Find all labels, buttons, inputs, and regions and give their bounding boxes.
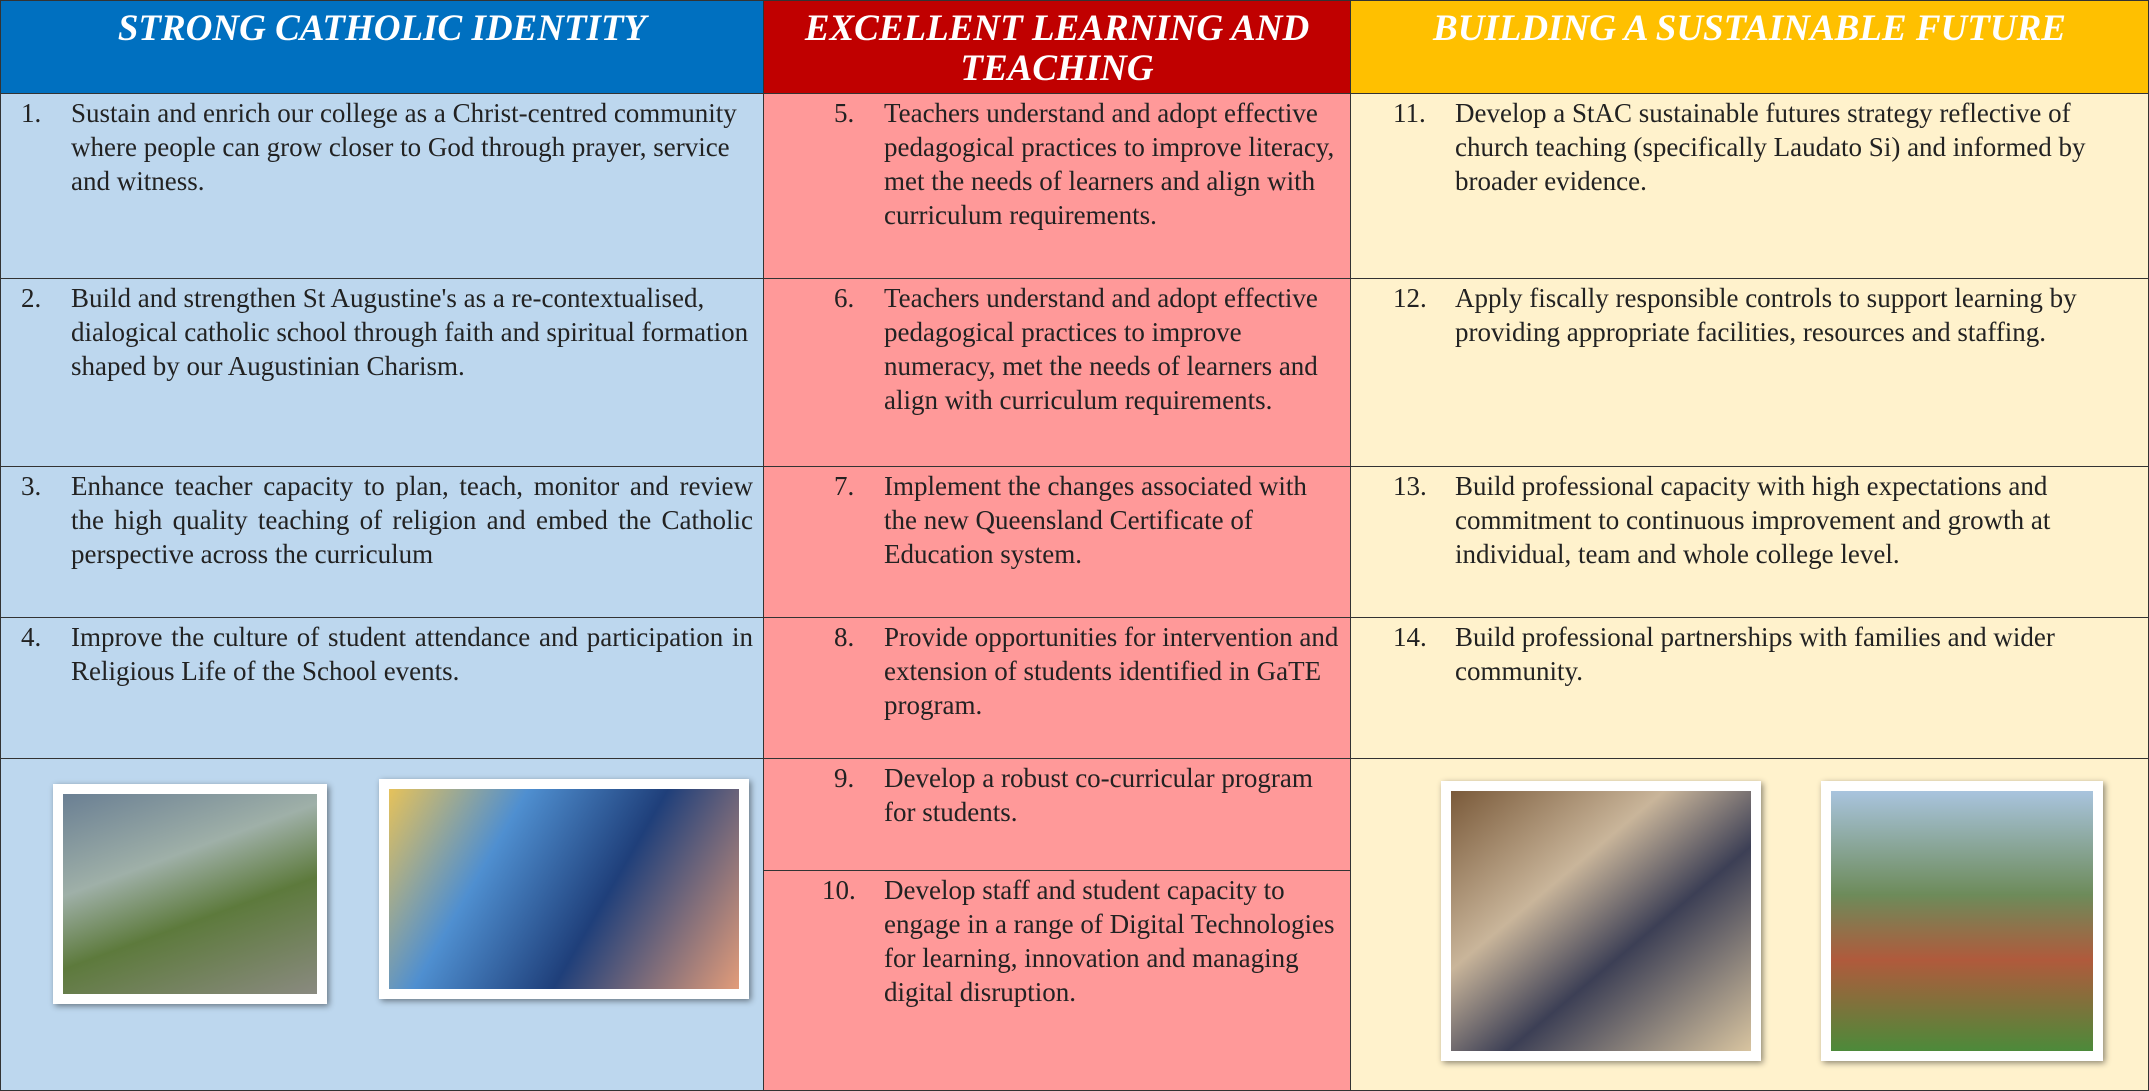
item-number: 11. <box>1393 98 1426 128</box>
item-text: Develop a StAC sustainable futures strat… <box>1455 98 2086 196</box>
cell: 7. Implement the changes associated with … <box>763 466 1351 618</box>
item-number: 12. <box>1393 283 1427 313</box>
cell: 1. Sustain and enrich our college as a Ch… <box>0 93 764 279</box>
item-text: Apply fiscally responsible controls to s… <box>1455 283 2077 347</box>
item-number: 1. <box>21 98 42 128</box>
cell: 13. Build professional capacity with high… <box>1350 466 2149 618</box>
item-number: 13. <box>1393 471 1427 501</box>
item-text: Teachers understand and adopt effective … <box>884 98 1335 230</box>
item-number: 2. <box>21 283 42 313</box>
photo-cell <box>1350 758 2149 1091</box>
header-text: EXCELLENT LEARNING AND TEACHING <box>804 8 1310 89</box>
photo-cell <box>0 758 764 1091</box>
column-header: EXCELLENT LEARNING AND TEACHING <box>763 0 1351 94</box>
cell: 5. Teachers understand and adopt effectiv… <box>763 93 1351 279</box>
item-number: 7. <box>834 471 855 501</box>
cell: 3. Enhance teacher capacity to plan, teac… <box>0 466 764 618</box>
item-text: Develop staff and student capacity to en… <box>884 875 1335 1007</box>
cell: 9. Develop a robust co-curricular program… <box>763 758 1351 871</box>
item-text: Provide opportunities for intervention a… <box>884 622 1339 720</box>
item-number: 10. <box>822 875 856 905</box>
item-text: Build professional partnerships with fam… <box>1455 622 2055 686</box>
header-text: BUILDING A SUSTAINABLE FUTURE <box>1433 8 2066 49</box>
item-text: Build professional capacity with high ex… <box>1455 471 2051 569</box>
item-text: Teachers understand and adopt effective … <box>884 283 1318 415</box>
cell: 6. Teachers understand and adopt effectiv… <box>763 278 1351 467</box>
cell: 8. Provide opportunities for intervention… <box>763 617 1351 759</box>
cell: 11. Develop a StAC sustainable futures st… <box>1350 93 2149 279</box>
item-text: Improve the culture of student attendanc… <box>71 622 753 686</box>
column-header: STRONG CATHOLIC IDENTITY <box>0 0 764 94</box>
cell: 10. Develop staff and student capacity to… <box>763 870 1351 1091</box>
item-text: Enhance teacher capacity to plan, teach,… <box>71 471 753 569</box>
cell: 2. Build and strengthen St Augustine's as… <box>0 278 764 467</box>
item-text: Implement the changes associated with th… <box>884 471 1307 569</box>
photo <box>379 779 749 999</box>
photo <box>1441 781 1761 1061</box>
column-header: BUILDING A SUSTAINABLE FUTURE <box>1350 0 2149 94</box>
cell: 14. Build professional partnerships with … <box>1350 617 2149 759</box>
item-number: 3. <box>21 471 42 501</box>
item-text: Develop a robust co-curricular program f… <box>884 763 1313 827</box>
item-number: 9. <box>834 763 855 793</box>
item-text: Build and strengthen St Augustine's as a… <box>71 283 749 381</box>
photo <box>1821 781 2103 1061</box>
item-number: 6. <box>834 283 855 313</box>
item-number: 14. <box>1393 622 1427 652</box>
photo <box>53 784 327 1004</box>
item-text: Sustain and enrich our college as a Chri… <box>71 98 737 196</box>
cell: 4. Improve the culture of student attenda… <box>0 617 764 759</box>
header-text: STRONG CATHOLIC IDENTITY <box>117 8 647 49</box>
cell: 12. Apply fiscally responsible controls t… <box>1350 278 2149 467</box>
item-number: 8. <box>834 622 855 652</box>
item-number: 4. <box>21 622 42 652</box>
item-number: 5. <box>834 98 855 128</box>
